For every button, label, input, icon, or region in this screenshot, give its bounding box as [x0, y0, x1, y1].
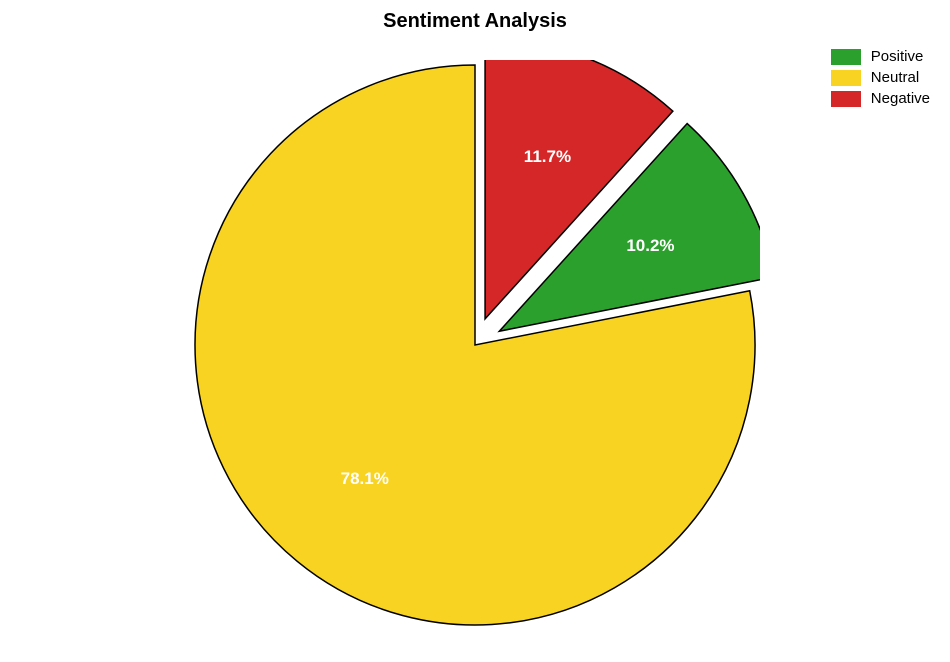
- pie-chart: 78.1% 10.2% 11.7%: [190, 60, 760, 630]
- pie-svg: [190, 60, 760, 630]
- legend-item: Positive: [831, 48, 930, 65]
- legend-swatch: [831, 91, 861, 107]
- pie-slice-label: 11.7%: [524, 147, 571, 167]
- legend-swatch: [831, 49, 861, 65]
- legend-swatch: [831, 70, 861, 86]
- pie-slice-label: 78.1%: [341, 469, 389, 489]
- legend-item: Negative: [831, 90, 930, 107]
- chart-title: Sentiment Analysis: [0, 10, 950, 33]
- legend-label: Positive: [871, 48, 924, 65]
- pie-slice-label: 10.2%: [626, 236, 674, 256]
- legend-label: Neutral: [871, 69, 919, 86]
- legend-label: Negative: [871, 90, 930, 107]
- legend-item: Neutral: [831, 69, 930, 86]
- legend: Positive Neutral Negative: [831, 48, 930, 111]
